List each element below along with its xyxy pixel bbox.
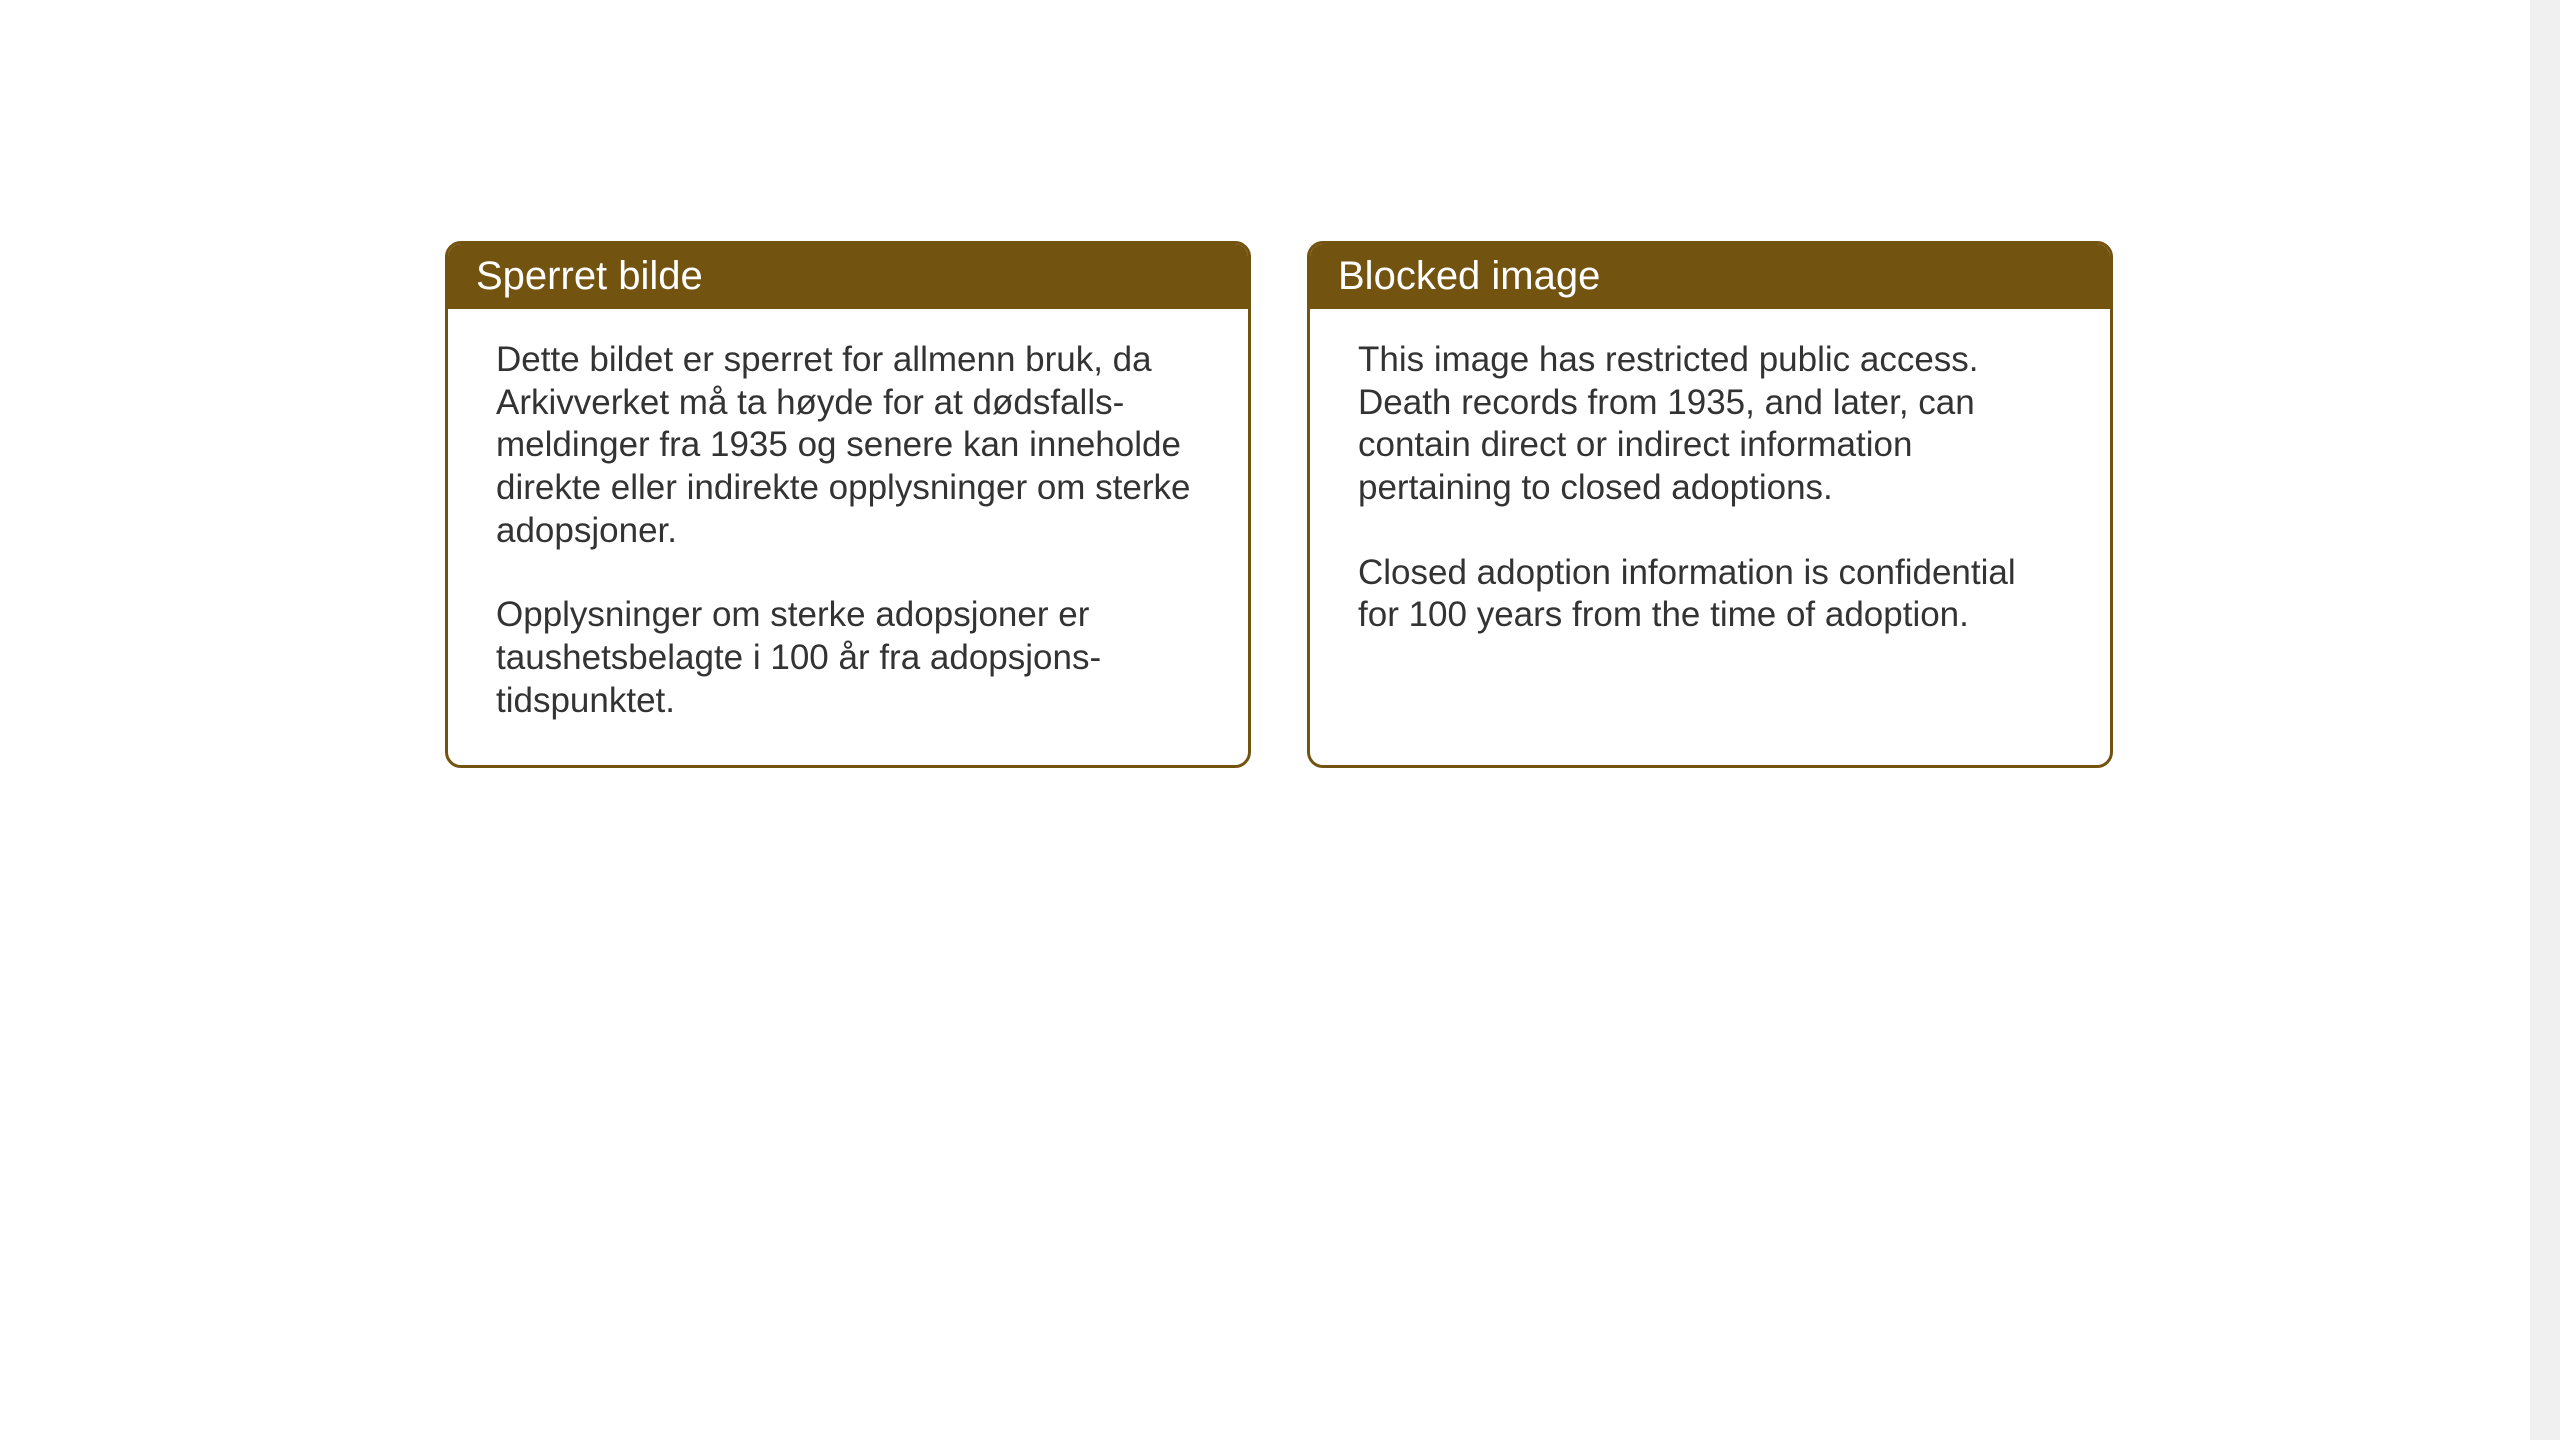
english-card-title: Blocked image (1338, 254, 1600, 298)
norwegian-card-header: Sperret bilde (448, 244, 1248, 309)
vertical-scrollbar-track[interactable] (2530, 0, 2560, 1440)
notice-cards-container: Sperret bilde Dette bildet er sperret fo… (445, 241, 2113, 768)
norwegian-paragraph-1: Dette bildet er sperret for allmenn bruk… (496, 339, 1200, 552)
english-paragraph-1: This image has restricted public access.… (1358, 339, 2062, 510)
english-paragraph-2: Closed adoption information is confident… (1358, 552, 2062, 637)
norwegian-paragraph-2: Opplysninger om sterke adopsjoner er tau… (496, 594, 1200, 722)
norwegian-notice-card: Sperret bilde Dette bildet er sperret fo… (445, 241, 1251, 768)
english-notice-card: Blocked image This image has restricted … (1307, 241, 2113, 768)
norwegian-card-title: Sperret bilde (476, 254, 703, 298)
english-card-body: This image has restricted public access.… (1310, 309, 2110, 679)
norwegian-card-body: Dette bildet er sperret for allmenn bruk… (448, 309, 1248, 765)
english-card-header: Blocked image (1310, 244, 2110, 309)
